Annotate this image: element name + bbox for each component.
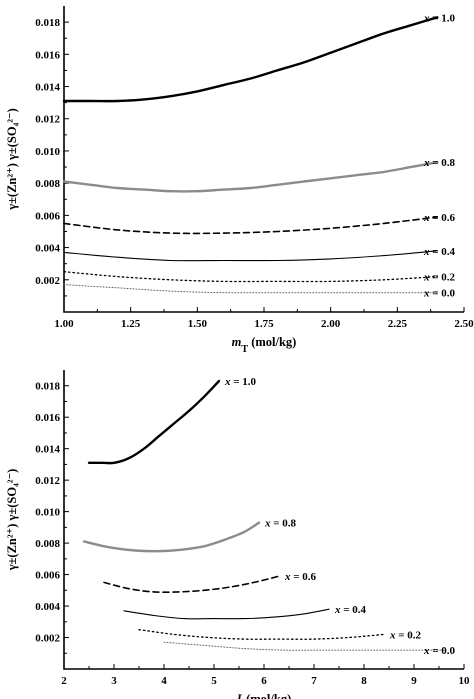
series-line bbox=[63, 271, 438, 283]
series-label: x = 0.8 bbox=[423, 157, 456, 169]
x-tick-label: 2.00 bbox=[321, 318, 341, 330]
series-line bbox=[63, 250, 438, 262]
x-tick-label: 2.25 bbox=[388, 318, 408, 330]
top-chart-panel: 1.00 1.25 1.50 1.75 2.00 2.25 2.50 0.002 0.004 0.… bbox=[5, 6, 474, 355]
series-line bbox=[62, 16, 439, 103]
y-tick-label: 0.010 bbox=[35, 507, 60, 519]
y-tick-label: 0.010 bbox=[35, 146, 60, 158]
x-tick-label: 10 bbox=[459, 675, 471, 687]
axes-frame bbox=[63, 370, 464, 670]
series-line bbox=[82, 521, 261, 553]
y-tick-label: 0.012 bbox=[35, 475, 60, 487]
x-tick-label: 9 bbox=[411, 675, 417, 687]
series-line bbox=[63, 216, 439, 235]
x-tick-label: 6 bbox=[261, 675, 267, 687]
x-axis-title: Ie(mol/kg) bbox=[236, 692, 291, 699]
x-tick-label: 7 bbox=[311, 675, 317, 687]
y-tick-label: 0.002 bbox=[35, 633, 60, 645]
y-axis-title: γ±(Zn²⁺) γ±(SO₄²⁻) bbox=[5, 469, 19, 572]
series-label: x = 0.2 bbox=[423, 272, 456, 284]
y-tick-label: 0.014 bbox=[35, 444, 60, 456]
y-tick-label: 0.018 bbox=[35, 17, 60, 29]
series-line bbox=[63, 284, 438, 294]
x-tick-label: 1.25 bbox=[121, 318, 141, 330]
x-tick-label: 1.00 bbox=[54, 318, 74, 330]
y-tick-label: 0.018 bbox=[35, 381, 60, 393]
x-tick-label: 1.50 bbox=[188, 318, 208, 330]
series-label: x = 0.4 bbox=[334, 604, 367, 616]
y-tick-label: 0.008 bbox=[35, 538, 60, 550]
x-tick-label: 2.50 bbox=[454, 318, 474, 330]
y-tick-label: 0.014 bbox=[35, 82, 60, 94]
x-tick-label: 3 bbox=[111, 675, 117, 687]
y-tick-label: 0.006 bbox=[35, 210, 60, 222]
y-tick-label: 0.004 bbox=[35, 243, 60, 255]
axes-frame bbox=[63, 6, 464, 313]
x-tick-label: 2 bbox=[61, 675, 67, 687]
series-label: x = 0.2 bbox=[389, 629, 422, 641]
y-axis-title: γ±(Zn²⁺) γ±(SO₄²⁻) bbox=[5, 108, 19, 211]
series-line bbox=[87, 379, 221, 465]
y-tick-label: 0.012 bbox=[35, 114, 60, 126]
series-label: x = 0.6 bbox=[423, 212, 456, 224]
y-tick-label: 0.016 bbox=[35, 49, 60, 61]
series-label: x = 0.6 bbox=[284, 571, 317, 583]
y-tick-label: 0.002 bbox=[35, 275, 60, 287]
series-label: x = 0.8 bbox=[264, 518, 297, 530]
x-tick-label: 1.75 bbox=[254, 318, 274, 330]
series-line bbox=[123, 608, 330, 620]
series-label: x = 1.0 bbox=[224, 376, 257, 388]
series-label: x = 1.0 bbox=[423, 12, 456, 24]
series-line bbox=[163, 641, 445, 651]
x-axis-title: mT (mol/kg) bbox=[232, 335, 297, 355]
y-tick-label: 0.016 bbox=[35, 412, 60, 424]
bottom-chart-panel: 2 3 4 5 6 7 8 9 10 0.002 0.004 0.006 0.008 0.010 0.012… bbox=[5, 370, 470, 699]
series-line bbox=[103, 575, 280, 593]
series-label: x = 0.0 bbox=[423, 645, 456, 657]
series-label: x = 0.4 bbox=[423, 246, 456, 258]
series-label: x = 0.0 bbox=[423, 288, 456, 300]
x-tick-label: 5 bbox=[211, 675, 217, 687]
x-tick-label: 4 bbox=[161, 675, 167, 687]
x-tick-label: 8 bbox=[361, 675, 367, 687]
y-tick-label: 0.006 bbox=[35, 570, 60, 582]
series-line bbox=[62, 161, 439, 193]
y-tick-label: 0.008 bbox=[35, 178, 60, 190]
y-tick-label: 0.004 bbox=[35, 601, 60, 613]
series-line bbox=[138, 629, 385, 640]
